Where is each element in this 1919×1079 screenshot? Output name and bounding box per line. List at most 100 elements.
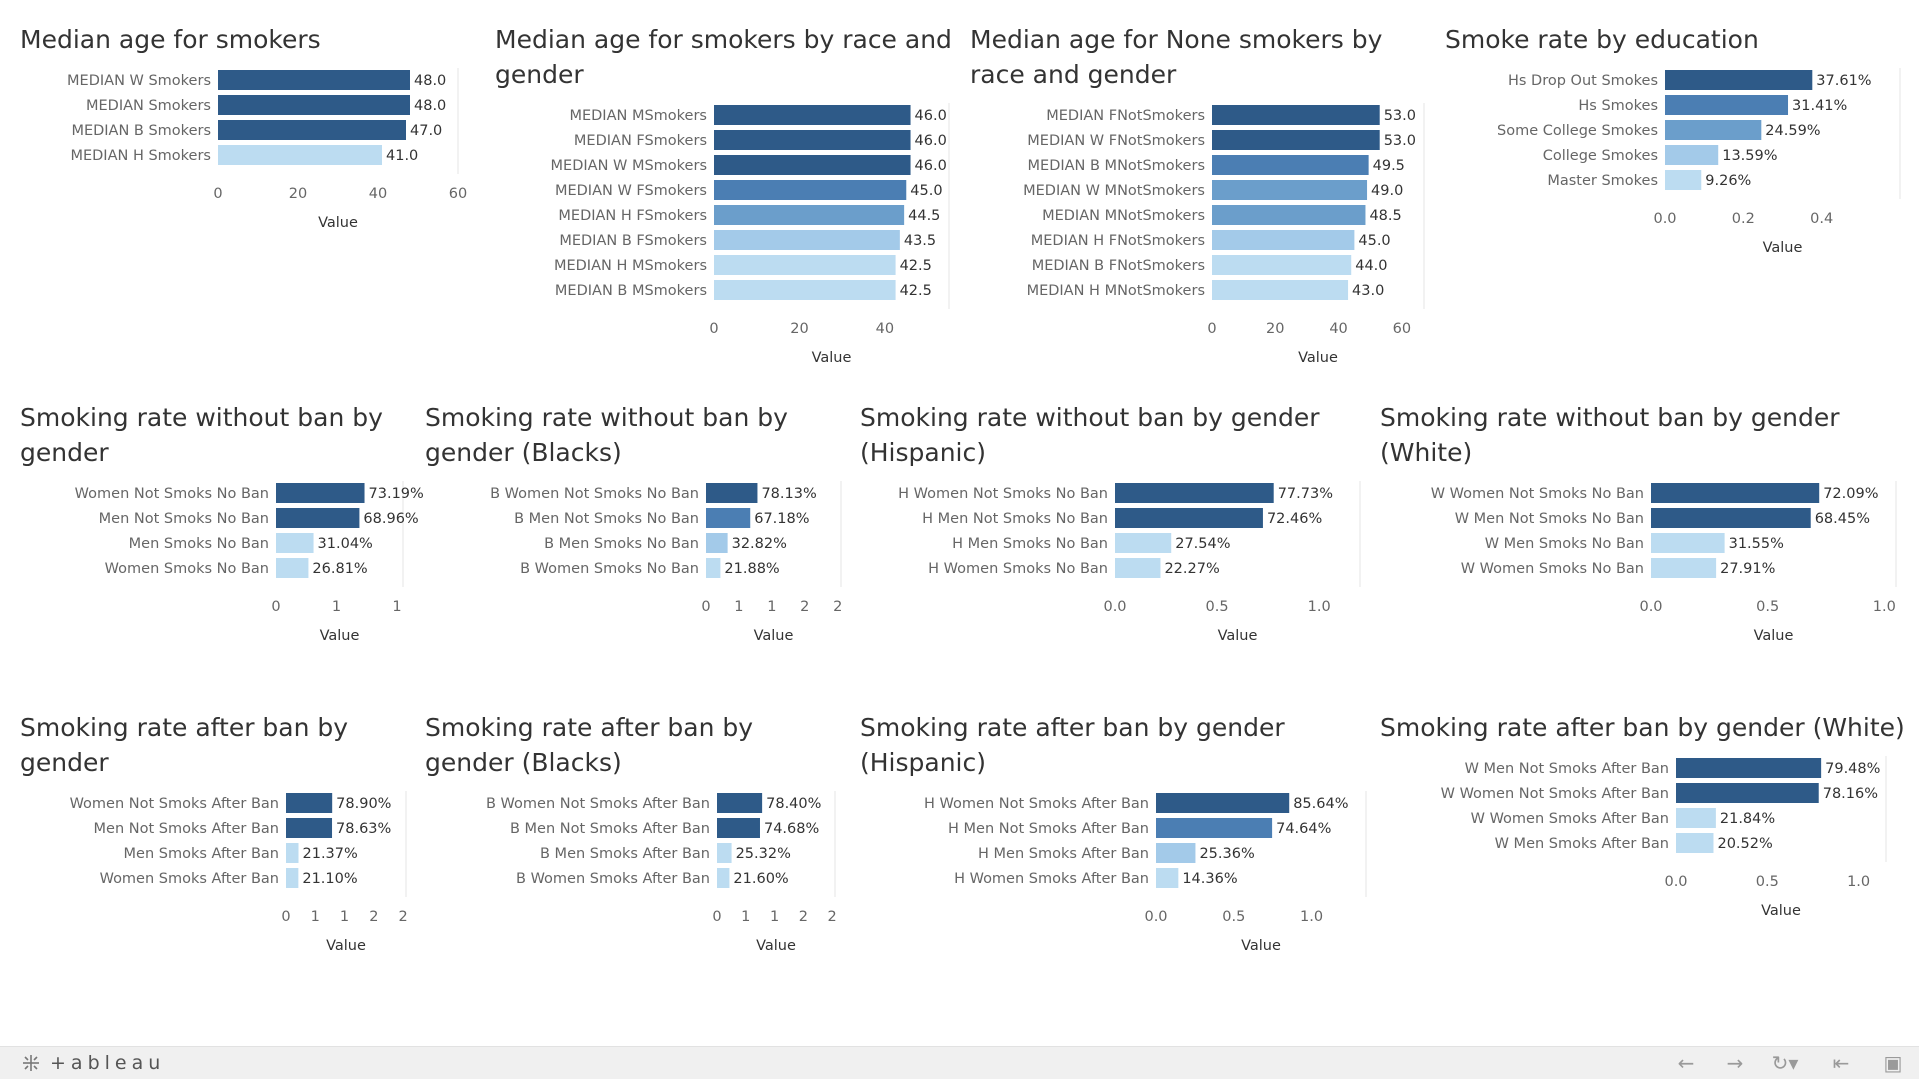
category-label: Men Smoks After Ban [124,846,279,862]
bar[interactable] [1665,70,1813,90]
data-label: 25.32% [736,846,791,862]
category-label: Women Not Smoks After Ban [70,796,279,812]
bar[interactable] [276,483,365,503]
category-label: H Men Not Smoks No Ban [922,511,1108,527]
category-label: H Women Smoks After Ban [954,871,1149,887]
data-label: 47.0 [410,123,442,139]
bar[interactable] [1665,170,1702,190]
bar[interactable] [1676,808,1716,828]
bar[interactable] [714,280,896,300]
bar[interactable] [706,508,751,528]
bar[interactable] [714,130,911,150]
tick-label: 1 [311,909,320,925]
bar[interactable] [1665,145,1719,165]
bar[interactable] [714,105,911,125]
bar[interactable] [714,155,911,175]
chart-title: Median age for None smokers by race and … [970,25,1383,89]
bar[interactable] [1212,130,1380,150]
bar[interactable] [1212,280,1349,300]
tick-label: 0 [281,909,290,925]
bar[interactable] [1212,255,1352,275]
chart-panel: Smoking rate without ban by gender (Blac… [425,400,845,660]
bar[interactable] [218,145,382,165]
bar[interactable] [717,868,730,888]
bar[interactable] [1212,230,1355,250]
bar[interactable] [714,230,900,250]
bar[interactable] [218,95,410,115]
tick-label: 1.0 [1300,909,1323,925]
bar[interactable] [218,120,406,140]
category-label: College Smokes [1543,148,1658,164]
bar[interactable] [1156,843,1196,863]
tick-label: 0.0 [1103,599,1126,615]
data-label: 43.0 [1352,283,1384,299]
revert-icon[interactable]: ↻▾ [1771,1051,1799,1075]
bar-chart: Women Not Smoks No Ban 73.19% Men Not Smok… [75,481,424,644]
bar[interactable] [706,558,721,578]
bar[interactable] [286,843,299,863]
bar[interactable] [1156,868,1179,888]
bar[interactable] [717,818,760,838]
bar[interactable] [1651,558,1717,578]
bar[interactable] [1212,205,1366,225]
redo-icon[interactable]: → [1726,1051,1744,1075]
category-label: B Women Smoks No Ban [520,561,699,577]
tableau-logo[interactable]: +ableau [20,1051,165,1075]
bar[interactable] [1115,508,1263,528]
data-label: 27.91% [1720,561,1775,577]
bar[interactable] [714,205,905,225]
bar[interactable] [1212,105,1380,125]
bar[interactable] [1676,758,1822,778]
category-label: MEDIAN FNotSmokers [1046,108,1205,124]
bar[interactable] [1115,483,1274,503]
bar[interactable] [276,533,314,553]
undo-icon[interactable]: ← [1677,1051,1695,1075]
bar[interactable] [717,793,763,813]
bar[interactable] [1676,833,1714,853]
tick-label: 2 [799,909,808,925]
tick-label: 2 [833,599,842,615]
data-label: 21.10% [302,871,357,887]
category-label: H Men Smoks After Ban [978,846,1149,862]
chart-title: Smoking rate without ban by gender (Blac… [425,403,788,467]
bar[interactable] [1676,783,1819,803]
category-label: Men Smoks No Ban [129,536,269,552]
category-label: MEDIAN B FSmokers [559,233,707,249]
share-icon[interactable]: ⇤ [1832,1051,1850,1075]
bar[interactable] [276,558,309,578]
bar[interactable] [706,533,728,553]
bar[interactable] [1115,558,1161,578]
data-label: 53.0 [1384,108,1416,124]
category-label: B Men Not Smoks After Ban [510,821,710,837]
bar[interactable] [1115,533,1172,553]
bar[interactable] [286,793,333,813]
bar[interactable] [717,843,732,863]
bar[interactable] [218,70,410,90]
bar[interactable] [1651,533,1725,553]
bar[interactable] [1212,155,1369,175]
bar[interactable] [1156,818,1273,838]
data-label: 46.0 [915,158,947,174]
bar[interactable] [286,868,299,888]
data-label: 48.0 [414,98,446,114]
bar[interactable] [286,818,333,838]
bar[interactable] [1665,120,1762,140]
tick-label: 1 [767,599,776,615]
bar[interactable] [1156,793,1290,813]
chart-title: Smoking rate after ban by gender (White) [1380,713,1905,742]
data-label: 13.59% [1722,148,1777,164]
bar[interactable] [1651,483,1820,503]
bar-chart: Women Not Smoks After Ban 78.90% Men Not S… [70,791,408,954]
bar[interactable] [1665,95,1789,115]
data-label: 21.88% [724,561,779,577]
bar[interactable] [714,180,907,200]
bar[interactable] [714,255,896,275]
fullscreen-icon[interactable]: ▣ [1883,1051,1903,1075]
chart-panel: Smoking rate without ban by gender (Hisp… [860,400,1380,660]
bar[interactable] [706,483,758,503]
bar[interactable] [1212,180,1368,200]
category-label: MEDIAN H Smokers [70,148,211,164]
bar[interactable] [276,508,360,528]
bar[interactable] [1651,508,1811,528]
data-label: 73.19% [369,486,424,502]
